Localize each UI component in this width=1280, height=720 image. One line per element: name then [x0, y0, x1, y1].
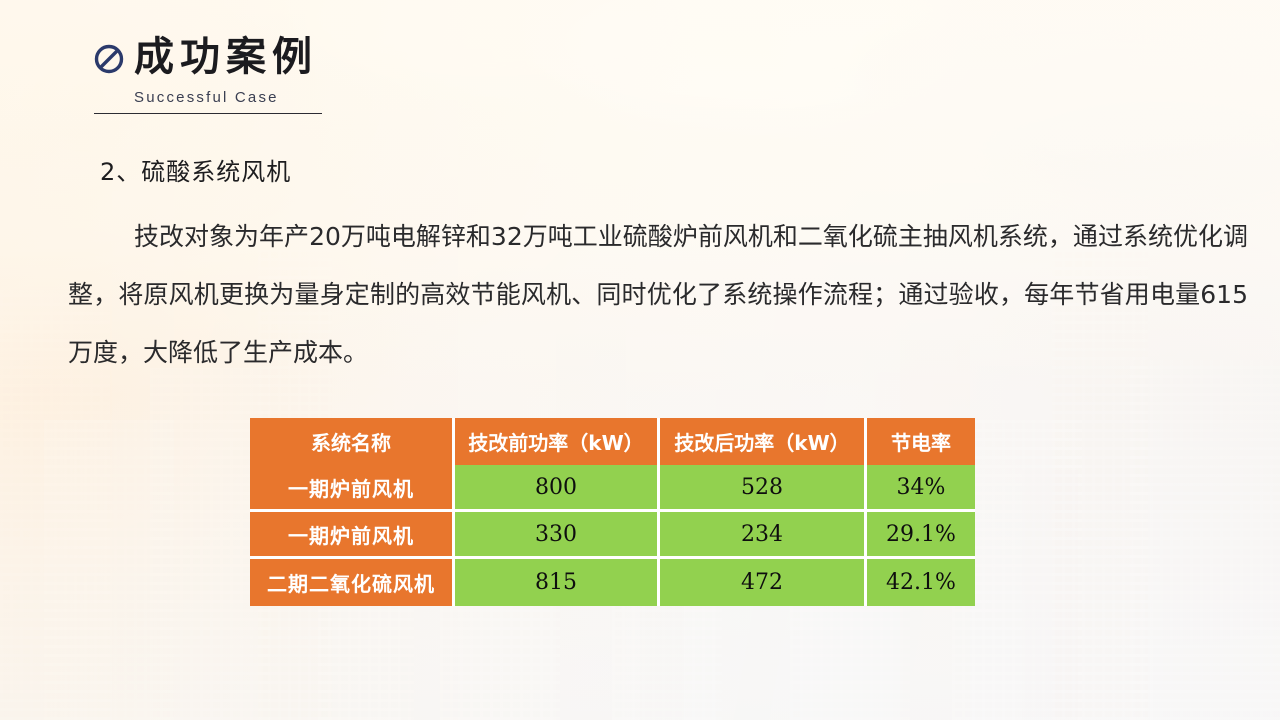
title-divider [94, 113, 322, 115]
page-title: 成功案例 [134, 34, 318, 80]
table-row: 一期炉前风机 330 234 29.1% [250, 512, 975, 559]
table-row: 一期炉前风机 800 528 34% [250, 465, 975, 512]
background-text-wash [0, 0, 1280, 400]
body-paragraph: 技改对象为年产20万吨电解锌和32万吨工业硫酸炉前风机和二氧化硫主抽风机系统，通… [68, 208, 1248, 382]
table-cell-power-before: 330 [455, 512, 660, 559]
table-cell-saving-rate: 29.1% [867, 512, 975, 559]
table-row: 二期二氧化硫风机 815 472 42.1% [250, 559, 975, 606]
table-cell-power-after: 234 [660, 512, 867, 559]
table-cell-power-after: 528 [660, 465, 867, 512]
comparison-table-wrapper: 系统名称 技改前功率（kW） 技改后功率（kW） 节电率 一期炉前风机 800 … [250, 418, 975, 606]
section-heading: 2、硫酸系统风机 [100, 158, 292, 186]
paragraph-text: 技改对象为年产20万吨电解锌和32万吨工业硫酸炉前风机和二氧化硫主抽风机系统，通… [68, 222, 1248, 367]
table-header-power-after: 技改后功率（kW） [660, 418, 867, 465]
table-cell-system-name: 二期二氧化硫风机 [250, 559, 455, 606]
page-subtitle: Successful Case [134, 89, 279, 107]
table-cell-saving-rate: 34% [867, 465, 975, 512]
table-cell-power-before: 800 [455, 465, 660, 512]
table-cell-power-after: 472 [660, 559, 867, 606]
page-heading: 成功案例 Successful Case [92, 34, 512, 115]
table-header-power-before: 技改前功率（kW） [455, 418, 660, 465]
table-header-saving-rate: 节电率 [867, 418, 975, 465]
null-circle-slash-icon [92, 42, 126, 76]
table-header-system-name: 系统名称 [250, 418, 455, 465]
table-cell-system-name: 一期炉前风机 [250, 512, 455, 559]
table-cell-saving-rate: 42.1% [867, 559, 975, 606]
table-cell-system-name: 一期炉前风机 [250, 465, 455, 512]
comparison-table: 系统名称 技改前功率（kW） 技改后功率（kW） 节电率 一期炉前风机 800 … [250, 418, 975, 606]
table-cell-power-before: 815 [455, 559, 660, 606]
table-header-row: 系统名称 技改前功率（kW） 技改后功率（kW） 节电率 [250, 418, 975, 465]
